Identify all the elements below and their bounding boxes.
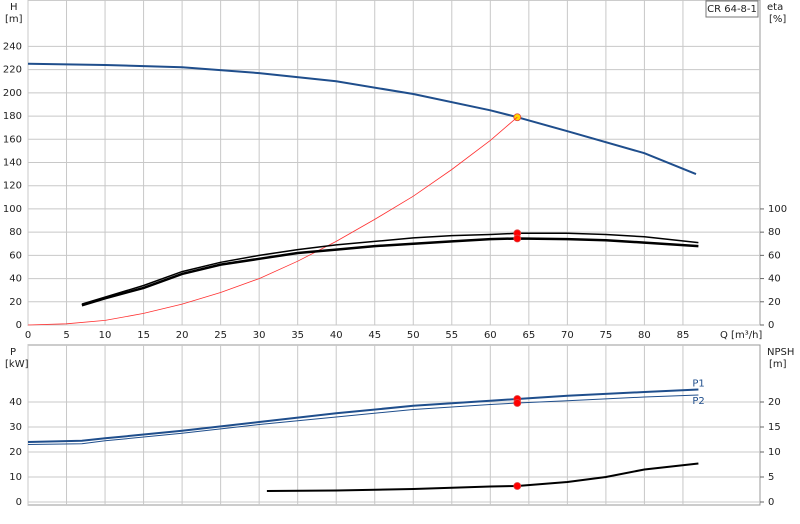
- y-tick-label: 30: [9, 422, 22, 433]
- y-tick-label: 10: [9, 472, 22, 483]
- series-line: [27, 388, 699, 443]
- y-tick-label: 20: [9, 297, 22, 308]
- y-tick-label: 0: [16, 320, 22, 331]
- plot-area: [27, 344, 761, 506]
- y-tick-label: 80: [9, 227, 22, 238]
- x-tick-label: 10: [99, 330, 112, 341]
- x-tick-label: 75: [600, 330, 613, 341]
- x-tick-label: 0: [25, 330, 31, 341]
- title-box: [705, 0, 759, 18]
- series-line: [27, 116, 518, 326]
- y2-tick-label: 40: [768, 274, 781, 285]
- x-tick-label: 45: [368, 330, 381, 341]
- y-axis-unit: [m]: [5, 14, 23, 25]
- duty-point: [513, 234, 522, 243]
- y2-tick-label: 15: [768, 422, 781, 433]
- y-tick-label: 160: [3, 134, 22, 145]
- x-tick-label: 50: [407, 330, 420, 341]
- x-axis-label: Q [m³/h]: [720, 330, 762, 341]
- y2-tick-label: 60: [768, 250, 781, 261]
- y2-tick-label: 10: [768, 447, 781, 458]
- y-tick-label: 40: [9, 397, 22, 408]
- x-tick-label: 35: [291, 330, 304, 341]
- y2-tick-label: 100: [768, 204, 787, 215]
- x-tick-label: 15: [137, 330, 150, 341]
- y2-axis-unit: [m]: [769, 359, 787, 370]
- y-tick-label: 60: [9, 250, 22, 261]
- y-tick-label: 0: [16, 497, 22, 508]
- x-tick-label: 55: [445, 330, 458, 341]
- y2-tick-label: 5: [768, 472, 774, 483]
- duty-point: [513, 399, 522, 407]
- y-tick-label: 20: [9, 447, 22, 458]
- y2-tick-label: 0: [768, 320, 774, 331]
- series-line: [81, 232, 699, 305]
- y2-tick-label: 0: [768, 497, 774, 508]
- x-tick-label: 65: [522, 330, 535, 341]
- x-tick-label: 85: [677, 330, 690, 341]
- y2-tick-label: 80: [768, 227, 781, 238]
- y-tick-label: 240: [3, 41, 22, 52]
- y2-axis-label: NPSH: [767, 347, 794, 358]
- y2-axis-label: eta: [767, 2, 783, 13]
- series-label: P2: [692, 396, 704, 407]
- series-line: [81, 237, 699, 307]
- y-tick-label: 180: [3, 111, 22, 122]
- y-axis-label: H: [10, 2, 18, 13]
- series-line: [27, 394, 699, 445]
- y-tick-label: 120: [3, 181, 22, 192]
- y-tick-label: 140: [3, 158, 22, 169]
- series-line: [27, 62, 697, 176]
- y-axis-unit: [kW]: [5, 359, 29, 370]
- x-tick-label: 20: [176, 330, 189, 341]
- y-axis-label: P: [10, 347, 16, 358]
- y-tick-label: 40: [9, 274, 22, 285]
- y2-tick-label: 20: [768, 397, 781, 408]
- y2-tick-label: 20: [768, 297, 781, 308]
- x-tick-label: 60: [484, 330, 497, 341]
- y2-axis-unit: [%]: [769, 14, 786, 25]
- x-tick-label: 5: [63, 330, 69, 341]
- x-tick-label: 25: [214, 330, 227, 341]
- x-tick-label: 30: [253, 330, 266, 341]
- chart-title: CR 64-8-1: [707, 4, 757, 15]
- x-tick-label: 40: [330, 330, 343, 341]
- y-tick-label: 220: [3, 65, 22, 76]
- x-tick-label: 70: [561, 330, 574, 341]
- duty-point: [513, 482, 522, 490]
- y-tick-label: 100: [3, 204, 22, 215]
- series-label: P1: [692, 379, 704, 390]
- y-tick-label: 200: [3, 88, 22, 99]
- x-tick-label: 80: [638, 330, 651, 341]
